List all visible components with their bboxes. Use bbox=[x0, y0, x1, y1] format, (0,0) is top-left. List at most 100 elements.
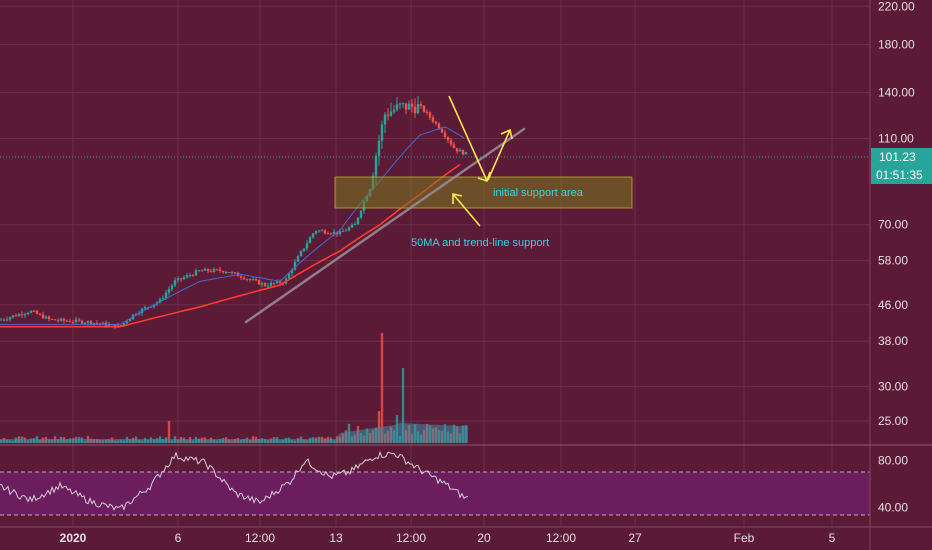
candle-body bbox=[200, 270, 204, 272]
candle-body bbox=[263, 283, 267, 286]
candle-body bbox=[65, 320, 69, 322]
candle-body bbox=[209, 271, 213, 273]
volume-bar bbox=[167, 421, 171, 443]
candle-body bbox=[338, 231, 342, 234]
candle-body bbox=[176, 278, 180, 281]
candle-body bbox=[242, 277, 246, 280]
candle-body bbox=[407, 103, 411, 110]
candle-body bbox=[95, 322, 99, 324]
rsi-band bbox=[0, 472, 870, 515]
candle-body bbox=[86, 321, 90, 323]
candle-body bbox=[395, 104, 399, 110]
candle-body bbox=[416, 103, 420, 114]
candle-body bbox=[272, 282, 276, 284]
candle-body bbox=[92, 322, 96, 325]
candle-body bbox=[80, 320, 84, 324]
candle-body bbox=[257, 280, 261, 285]
candle-body bbox=[443, 132, 447, 137]
volume-bar bbox=[401, 368, 405, 443]
volume-average-area bbox=[0, 423, 468, 443]
candle-body bbox=[374, 155, 378, 176]
candle-body bbox=[173, 280, 177, 286]
candle-body bbox=[314, 231, 318, 234]
time-axis: 2020 6 12:00 13 12:00 20 12:00 27 Feb 5 bbox=[60, 531, 836, 545]
current-price-value: 101.23 bbox=[879, 150, 916, 164]
price-axis: 220.00 180.00 140.00 110.00 70.00 58.00 46.00 3… bbox=[878, 0, 915, 428]
candle-body bbox=[215, 269, 219, 271]
candle-body bbox=[260, 283, 264, 285]
countdown-value: 01:51:35 bbox=[876, 168, 923, 182]
candle-body bbox=[317, 230, 321, 232]
candle-body bbox=[17, 314, 21, 317]
time-tick-label: 12:00 bbox=[546, 531, 576, 545]
candle-body bbox=[44, 316, 48, 319]
candle-body bbox=[287, 273, 291, 279]
ma50-line bbox=[0, 163, 461, 328]
candle-body bbox=[56, 320, 60, 322]
price-tick-label: 58.00 bbox=[878, 254, 908, 268]
up-arrow-head bbox=[500, 128, 513, 140]
down-arrow-shaft bbox=[448, 95, 488, 182]
candle-body bbox=[125, 321, 129, 324]
candle-body bbox=[53, 319, 57, 321]
rsi-line bbox=[0, 450, 469, 511]
candle-body bbox=[353, 224, 357, 226]
candle-body bbox=[230, 272, 234, 274]
support-area-label: initial support area bbox=[493, 187, 584, 199]
candle-body bbox=[440, 128, 444, 133]
candle-body bbox=[179, 278, 183, 280]
candle-body bbox=[290, 269, 294, 274]
candle-body bbox=[197, 270, 201, 272]
time-tick-label: 6 bbox=[175, 531, 182, 545]
candle-body bbox=[107, 324, 111, 326]
candle-body bbox=[446, 136, 450, 141]
candle-body bbox=[386, 114, 390, 116]
ma-support-label: 50MA and trend-line support bbox=[411, 237, 549, 249]
candle-body bbox=[461, 149, 465, 155]
candle-body bbox=[254, 279, 258, 281]
time-tick-label: 13 bbox=[329, 531, 343, 545]
candle-body bbox=[161, 298, 165, 300]
support-zone bbox=[334, 176, 633, 209]
current-price-badge bbox=[871, 148, 932, 166]
candle-body bbox=[302, 248, 306, 251]
candle-body bbox=[170, 285, 174, 290]
candle-body bbox=[380, 124, 384, 141]
up-arrow-shaft bbox=[487, 129, 511, 181]
candle-body bbox=[35, 310, 39, 314]
candle-body bbox=[182, 277, 186, 280]
candle-body bbox=[323, 230, 327, 234]
candle-body bbox=[128, 319, 132, 322]
candle-body bbox=[458, 149, 462, 152]
candle-body bbox=[11, 315, 15, 318]
ma-fast-line bbox=[0, 126, 465, 325]
candle-body bbox=[59, 318, 63, 321]
time-tick-label: 27 bbox=[628, 531, 642, 545]
candle-body bbox=[218, 269, 222, 272]
candle-body bbox=[143, 307, 147, 309]
candle-body bbox=[71, 322, 75, 324]
down-arrow-head bbox=[477, 171, 491, 183]
candle-body bbox=[83, 322, 87, 324]
price-tick-label: 30.00 bbox=[878, 379, 908, 393]
candle-body bbox=[212, 269, 216, 272]
candle-body bbox=[2, 319, 6, 321]
candle-body bbox=[464, 152, 468, 155]
time-tick-label: 20 bbox=[477, 531, 491, 545]
candle-body bbox=[437, 123, 441, 129]
candle-body bbox=[275, 281, 279, 284]
candle-body bbox=[383, 114, 387, 125]
ma-arrow-shaft bbox=[452, 193, 481, 227]
candle-body bbox=[50, 319, 54, 321]
candle-body bbox=[347, 227, 351, 231]
candle-body bbox=[410, 103, 414, 107]
candle-body bbox=[449, 140, 453, 145]
volume-bar bbox=[380, 333, 384, 443]
candle-body bbox=[299, 250, 303, 257]
candle-body bbox=[68, 321, 72, 323]
candle-body bbox=[191, 275, 195, 277]
candle-body bbox=[206, 268, 210, 272]
candle-body bbox=[62, 318, 66, 321]
